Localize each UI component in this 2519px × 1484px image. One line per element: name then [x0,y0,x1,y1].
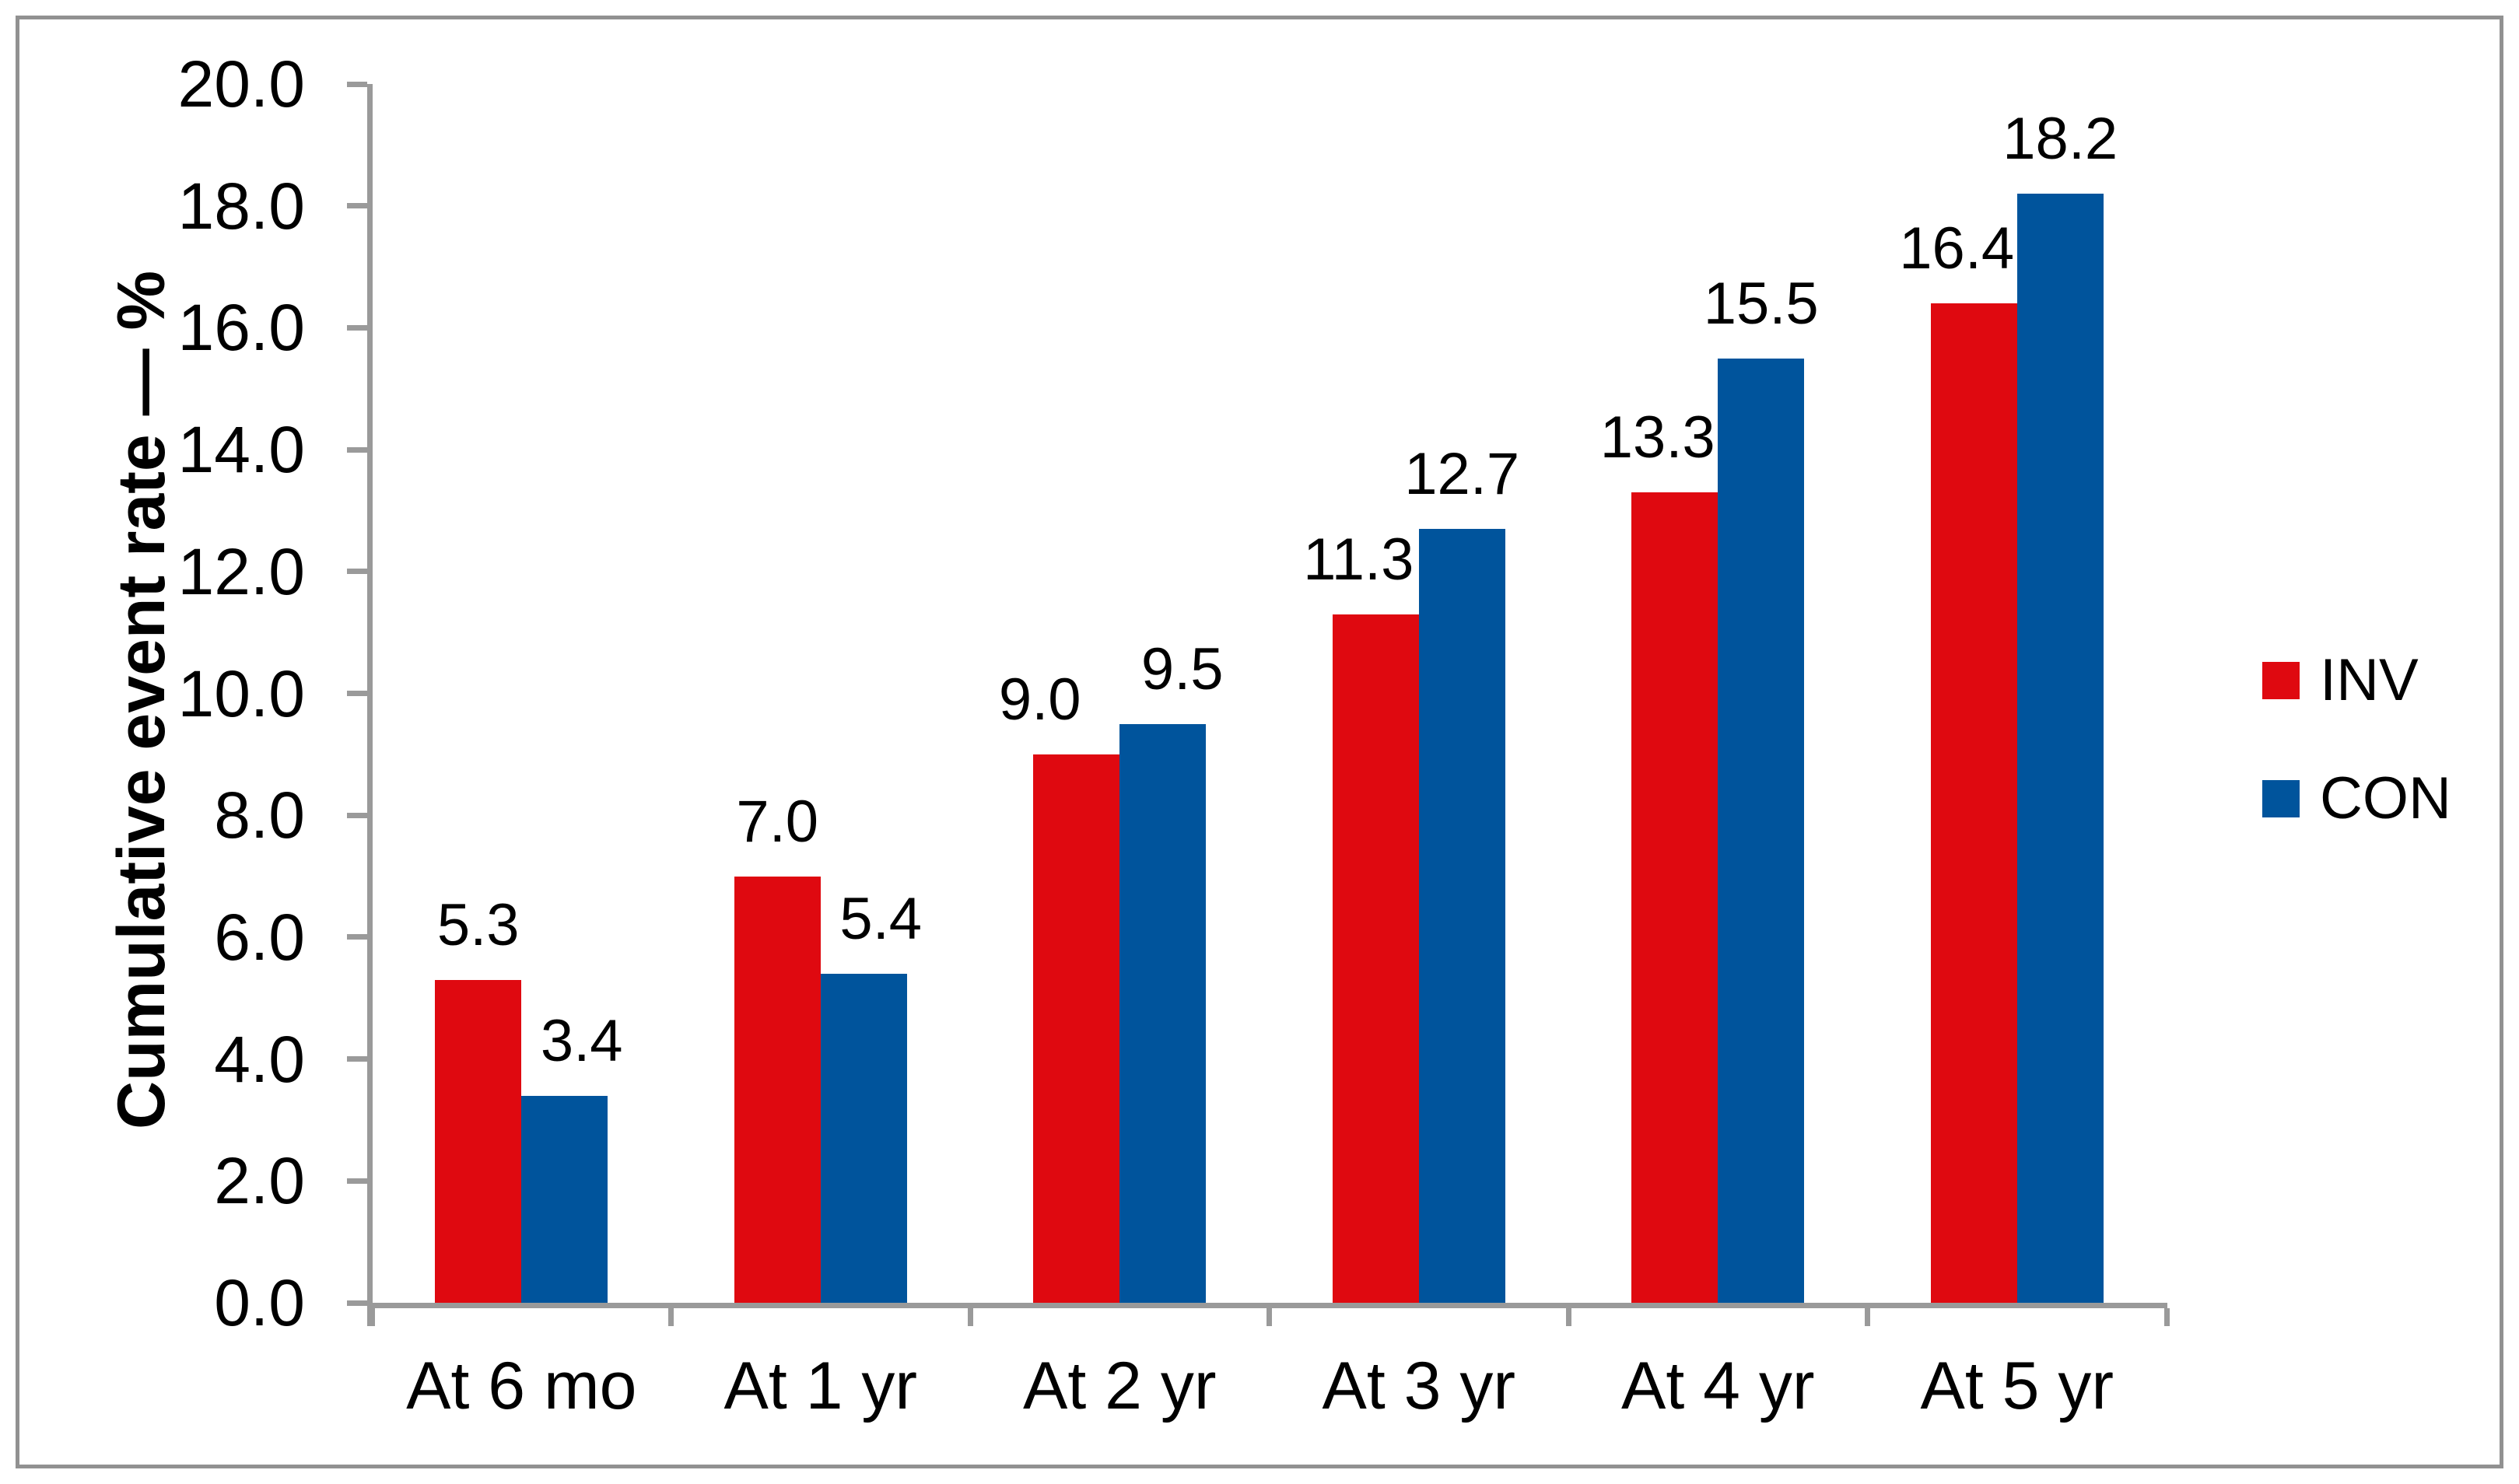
bar-inv-at-5-yr [1930,303,2017,1303]
x-tick-mark [1865,1308,1870,1326]
x-axis-line [367,1303,2167,1308]
value-label-con-at-2-yr: 9.5 [1140,635,1224,702]
bar-inv-at-4-yr [1631,492,1718,1303]
y-tick-mark [347,1178,367,1184]
x-category-label: At 6 mo [406,1349,637,1423]
bar-con-at-1-yr [820,973,907,1303]
legend-swatch-con [2262,780,2300,817]
legend-swatch-inv [2262,662,2300,699]
y-tick-mark [347,446,367,453]
y-tick-mark [347,812,367,818]
y-tick-mark [347,934,367,940]
value-label-con-at-5-yr: 18.2 [2002,106,2118,173]
y-tick-label: 20.0 [177,47,306,121]
x-tick-mark [1267,1308,1272,1326]
bar-con-at-6-mo [521,1095,608,1303]
value-label-con-at-1-yr: 5.4 [839,885,923,952]
legend-item-inv: INV [2262,647,2451,713]
x-category-label: At 3 yr [1322,1349,1515,1423]
legend-item-con: CON [2262,765,2451,831]
y-tick-label: 16.0 [177,291,306,365]
y-tick-label: 10.0 [177,656,306,730]
bar-con-at-3-yr [1418,528,1505,1303]
legend-label-inv: INV [2320,647,2419,713]
value-label-inv-at-1-yr: 7.0 [736,788,819,855]
y-tick-mark [347,324,367,331]
value-label-con-at-4-yr: 15.5 [1703,270,1819,337]
y-tick-mark [347,1056,367,1062]
y-tick-label: 8.0 [214,779,305,852]
bar-inv-at-1-yr [734,876,821,1303]
bar-inv-at-6-mo [435,979,522,1303]
bar-inv-at-2-yr [1033,754,1120,1303]
bar-con-at-2-yr [1119,723,1207,1303]
x-tick-mark [967,1308,973,1326]
x-category-label: At 4 yr [1620,1349,1815,1423]
value-label-inv-at-2-yr: 9.0 [998,666,1081,733]
y-tick-mark [347,1300,367,1306]
value-label-inv-at-6-mo: 5.3 [436,891,520,958]
bar-inv-at-3-yr [1332,614,1419,1303]
y-tick-mark [347,203,367,209]
x-category-label: At 2 yr [1022,1349,1217,1423]
y-tick-label: 14.0 [177,413,306,487]
y-axis-line [367,84,373,1326]
y-tick-label: 12.0 [177,534,306,608]
y-tick-label: 4.0 [214,1022,305,1096]
legend-label-con: CON [2320,765,2451,831]
y-tick-label: 6.0 [214,900,305,974]
value-label-inv-at-4-yr: 13.3 [1599,404,1715,471]
bar-con-at-5-yr [2016,194,2104,1303]
x-tick-mark [668,1308,674,1326]
y-tick-label: 18.0 [177,169,306,243]
x-category-label: At 1 yr [723,1349,917,1423]
value-label-inv-at-5-yr: 16.4 [1899,215,2015,282]
x-tick-mark [2163,1308,2170,1326]
value-label-inv-at-3-yr: 11.3 [1303,526,1414,593]
y-tick-mark [347,691,367,696]
y-tick-mark [347,569,367,575]
bar-con-at-4-yr [1718,358,1805,1303]
value-label-con-at-3-yr: 12.7 [1404,440,1520,507]
x-category-label: At 5 yr [1920,1349,2114,1423]
legend: INV CON [2262,647,2451,894]
x-tick-mark [1565,1308,1571,1326]
value-label-con-at-6-mo: 3.4 [540,1007,623,1074]
y-tick-label: 2.0 [214,1144,305,1218]
y-tick-label: 0.0 [214,1266,305,1339]
y-tick-mark [347,81,367,87]
